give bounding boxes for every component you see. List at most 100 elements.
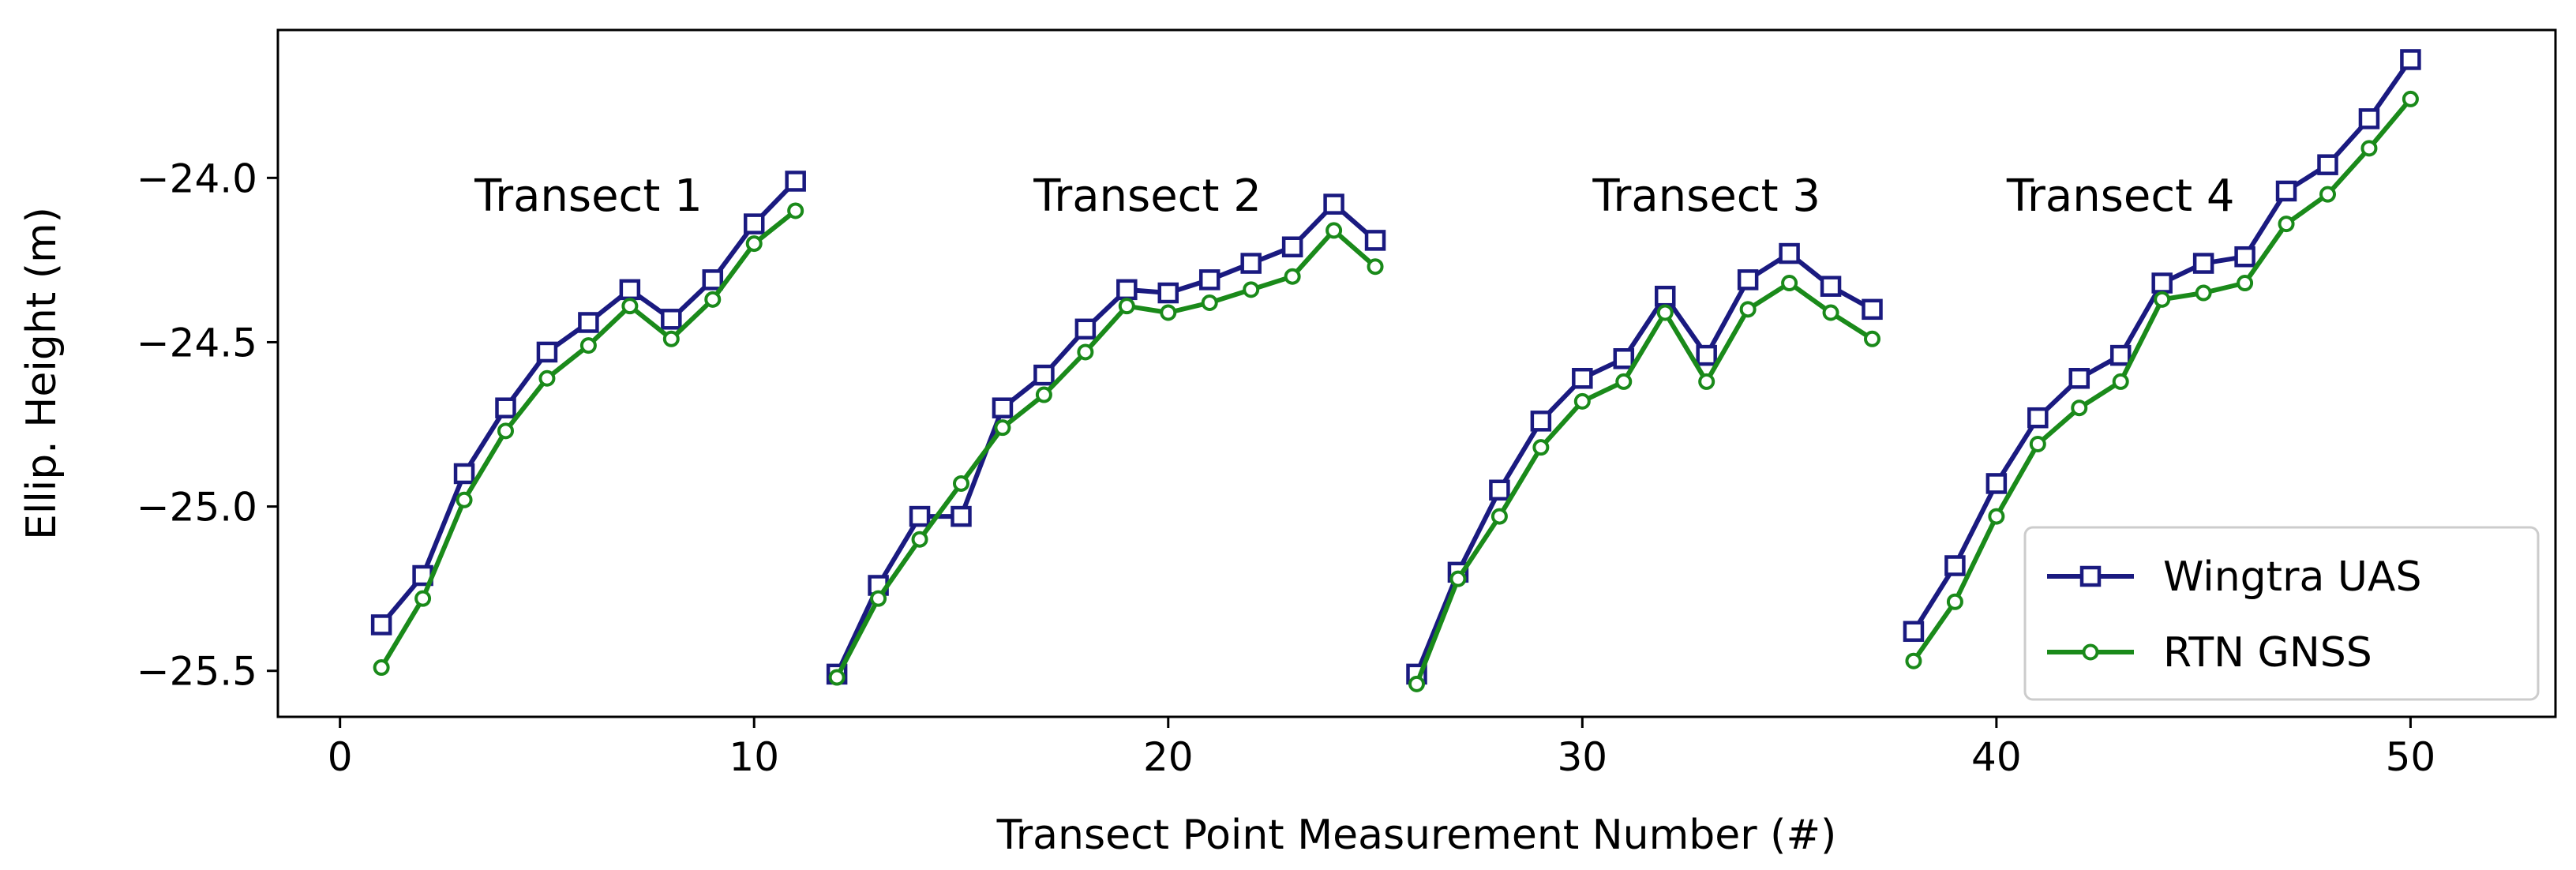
data-point-square xyxy=(619,279,641,301)
data-point-square xyxy=(1198,269,1221,291)
data-point-square xyxy=(1240,253,1262,274)
x-tick-label: 40 xyxy=(1971,734,2022,780)
data-point-circle xyxy=(911,531,928,548)
data-point-circle xyxy=(870,590,887,607)
data-point-circle xyxy=(1656,304,1674,321)
series-line xyxy=(834,227,1377,679)
data-point-circle xyxy=(1573,392,1591,410)
data-point-square xyxy=(1779,242,1800,264)
transect-annotation: Transect 1 xyxy=(474,171,703,222)
data-point-square xyxy=(2234,246,2255,268)
transect-annotation: Transect 2 xyxy=(1033,171,1262,222)
data-point-square xyxy=(1820,276,1842,297)
data-point-circle xyxy=(953,474,969,492)
data-point-square xyxy=(2151,272,2173,294)
data-point-square xyxy=(1654,285,1676,307)
data-point-square xyxy=(1323,193,1344,215)
y-axis-label: Ellip. Height (m) xyxy=(18,207,66,540)
series-rtn-gnss xyxy=(373,90,2419,692)
data-point-circle xyxy=(828,669,846,686)
data-point-circle xyxy=(1490,508,1508,525)
legend: Wingtra UAS RTN GNSS xyxy=(2023,526,2540,701)
data-point-circle xyxy=(456,491,473,508)
data-point-circle xyxy=(2278,216,2295,233)
data-point-circle xyxy=(1118,298,1135,315)
data-point-square xyxy=(1157,282,1179,304)
y-axis: −24.0 −24.5 −25.0 −25.5 xyxy=(137,156,278,695)
data-point-circle xyxy=(1946,593,1963,610)
y-tick-label: −25.5 xyxy=(137,649,257,695)
data-point-square xyxy=(453,463,475,485)
data-point-circle xyxy=(579,337,597,354)
data-point-circle xyxy=(621,298,639,315)
data-point-circle xyxy=(2237,275,2254,292)
data-point-square xyxy=(2079,565,2102,587)
data-point-square xyxy=(1696,344,1717,366)
data-point-square xyxy=(495,397,516,418)
data-point-square xyxy=(2317,154,2338,175)
data-point-circle xyxy=(787,202,804,219)
data-point-circle xyxy=(1615,373,1633,390)
data-point-circle xyxy=(1822,304,1839,321)
x-tick-label: 30 xyxy=(1558,734,1608,780)
data-point-square xyxy=(1033,364,1055,386)
data-point-circle xyxy=(1739,301,1757,318)
data-point-square xyxy=(2400,49,2421,70)
data-point-circle xyxy=(1160,304,1177,321)
legend-box xyxy=(2023,526,2540,701)
data-point-circle xyxy=(2360,140,2378,157)
x-tick-label: 10 xyxy=(729,734,779,780)
data-point-circle xyxy=(497,422,514,440)
data-point-square xyxy=(1116,279,1138,301)
data-point-circle xyxy=(704,291,722,308)
data-point-square xyxy=(1737,269,1759,291)
data-point-circle xyxy=(1367,258,1384,276)
data-point-square xyxy=(1074,318,1097,340)
data-point-square xyxy=(1613,348,1635,369)
data-point-square xyxy=(2068,367,2090,389)
data-point-circle xyxy=(1988,508,2005,525)
data-point-circle xyxy=(1201,294,1218,312)
y-tick-label: −24.5 xyxy=(137,320,257,366)
series-wingtra-uas xyxy=(370,49,2421,685)
data-point-circle xyxy=(1408,675,1425,692)
data-point-square xyxy=(743,213,765,234)
data-point-square xyxy=(1985,473,2008,494)
data-point-circle xyxy=(373,659,390,677)
series-line xyxy=(379,208,797,669)
data-point-circle xyxy=(1325,222,1343,239)
data-point-circle xyxy=(1077,343,1094,361)
series-line xyxy=(1414,280,1874,685)
data-point-square xyxy=(1281,236,1303,257)
data-point-circle xyxy=(2082,643,2099,661)
data-point-square xyxy=(909,505,931,527)
data-point-circle xyxy=(1284,268,1301,285)
data-point-square xyxy=(992,397,1014,418)
data-point-square xyxy=(785,171,806,192)
data-point-square xyxy=(2192,253,2214,274)
data-point-square xyxy=(661,309,682,330)
data-point-square xyxy=(951,505,972,527)
data-point-circle xyxy=(745,235,763,253)
data-point-circle xyxy=(2071,399,2088,417)
data-point-square xyxy=(1364,230,1386,251)
data-point-square xyxy=(1862,298,1883,321)
data-point-circle xyxy=(538,369,556,387)
x-tick-label: 20 xyxy=(1143,734,1194,780)
data-point-circle xyxy=(414,590,432,607)
legend-label: Wingtra UAS xyxy=(2163,553,2422,601)
data-point-square xyxy=(1944,555,1966,576)
series-line xyxy=(1414,251,1873,676)
data-point-circle xyxy=(2402,90,2419,107)
plot-frame xyxy=(276,28,2557,718)
data-point-circle xyxy=(1905,652,1922,669)
data-point-square xyxy=(536,341,558,363)
x-tick-label: 50 xyxy=(2386,734,2436,780)
data-point-circle xyxy=(1035,386,1052,403)
x-axis-label: Transect Point Measurement Number (#) xyxy=(996,812,1837,859)
x-tick-label: 0 xyxy=(328,734,353,780)
transect-annotation: Transect 4 xyxy=(2006,171,2235,222)
data-point-circle xyxy=(1532,439,1550,456)
series-line xyxy=(379,179,797,627)
